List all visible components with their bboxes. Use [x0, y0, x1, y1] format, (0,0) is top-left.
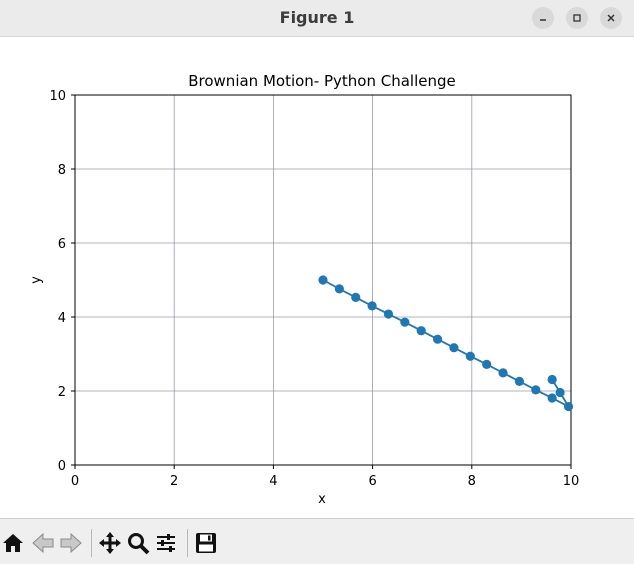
figure-canvas[interactable]: Brownian Motion- Python Challenge 0 2 4 6 8 1… — [0, 37, 634, 518]
axis-ticks: 0 2 4 6 8 10 0 2 4 6 8 10 — [49, 89, 579, 489]
configure-subplots-icon[interactable] — [153, 530, 179, 556]
x-tick-label: 10 — [563, 474, 580, 489]
y-tick-label: 6 — [58, 237, 66, 252]
zoom-icon[interactable] — [125, 530, 151, 556]
data-point — [400, 317, 410, 327]
toolbar-separator — [187, 529, 188, 557]
x-tick-label: 4 — [269, 474, 277, 489]
save-icon[interactable] — [193, 530, 219, 556]
window-titlebar[interactable]: Figure 1 — [0, 0, 634, 37]
chart-title: Brownian Motion- Python Challenge — [188, 72, 456, 90]
home-icon[interactable] — [0, 530, 26, 556]
data-point — [498, 368, 508, 378]
y-tick-label: 4 — [58, 311, 66, 326]
maximize-icon[interactable] — [566, 7, 588, 29]
data-point — [367, 301, 377, 311]
y-tick-label: 10 — [49, 89, 66, 104]
data-point — [383, 309, 394, 319]
back-arrow-icon[interactable] — [30, 530, 56, 556]
y-tick-label: 0 — [58, 459, 66, 474]
window-title: Figure 1 — [279, 8, 355, 27]
window-controls — [532, 7, 622, 29]
x-tick-label: 2 — [170, 474, 178, 489]
data-point — [531, 385, 541, 395]
data-point — [449, 343, 459, 353]
x-axis-label: x — [318, 492, 326, 507]
data-point — [334, 284, 344, 294]
x-tick-label: 8 — [468, 474, 476, 489]
data-point — [432, 334, 443, 344]
data-point — [318, 275, 328, 285]
forward-arrow-icon[interactable] — [58, 530, 84, 556]
x-tick-label: 0 — [71, 474, 79, 489]
plot-svg: Brownian Motion- Python Challenge 0 2 4 6 8 1… — [29, 72, 579, 507]
pan-icon[interactable] — [97, 530, 123, 556]
data-point — [351, 292, 361, 302]
data-point — [465, 351, 475, 361]
data-series — [318, 275, 574, 412]
data-point — [555, 387, 565, 398]
data-point — [514, 376, 525, 386]
y-axis-label: y — [29, 276, 44, 284]
toolbar-separator — [91, 529, 92, 557]
data-point — [547, 393, 557, 403]
axes-frame — [74, 94, 572, 466]
navigation-toolbar — [0, 518, 634, 564]
data-point — [482, 359, 492, 369]
minimize-icon[interactable] — [532, 7, 554, 29]
y-tick-label: 8 — [58, 163, 66, 178]
data-point — [563, 401, 574, 412]
x-tick-label: 6 — [368, 474, 376, 489]
close-icon[interactable] — [600, 7, 622, 29]
y-tick-label: 2 — [58, 385, 66, 400]
data-point — [547, 374, 557, 385]
data-point — [416, 326, 426, 336]
